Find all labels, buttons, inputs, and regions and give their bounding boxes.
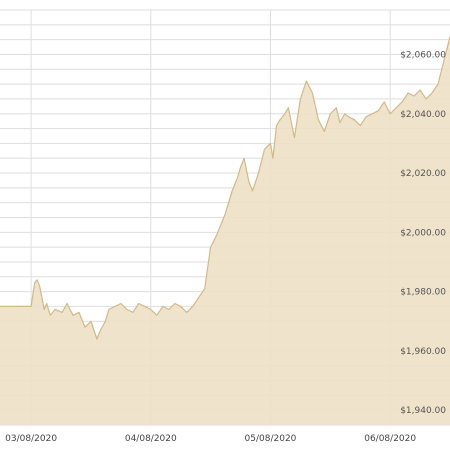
x-axis-labels: 03/08/2020 04/08/2020 05/08/2020 06/08/2020 <box>5 434 416 444</box>
y-tick-label: $1,960.00 <box>400 347 446 357</box>
y-tick-label: $1,940.00 <box>400 406 446 416</box>
x-tick-label: 03/08/2020 <box>5 434 57 444</box>
price-line <box>0 36 450 340</box>
x-tick-label: 05/08/2020 <box>245 434 297 444</box>
x-tick-label: 04/08/2020 <box>125 434 177 444</box>
y-tick-label: $2,000.00 <box>400 228 446 238</box>
y-tick-label: $2,040.00 <box>400 110 446 120</box>
x-tick-label: 06/08/2020 <box>364 434 416 444</box>
price-area <box>0 36 450 425</box>
y-tick-label: $2,020.00 <box>400 169 446 179</box>
y-tick-label: $2,060.00 <box>400 50 446 60</box>
y-axis-labels: $2,060.00 $2,040.00 $2,020.00 $2,000.00 $1,9… <box>400 50 446 416</box>
y-tick-label: $1,980.00 <box>400 288 446 298</box>
